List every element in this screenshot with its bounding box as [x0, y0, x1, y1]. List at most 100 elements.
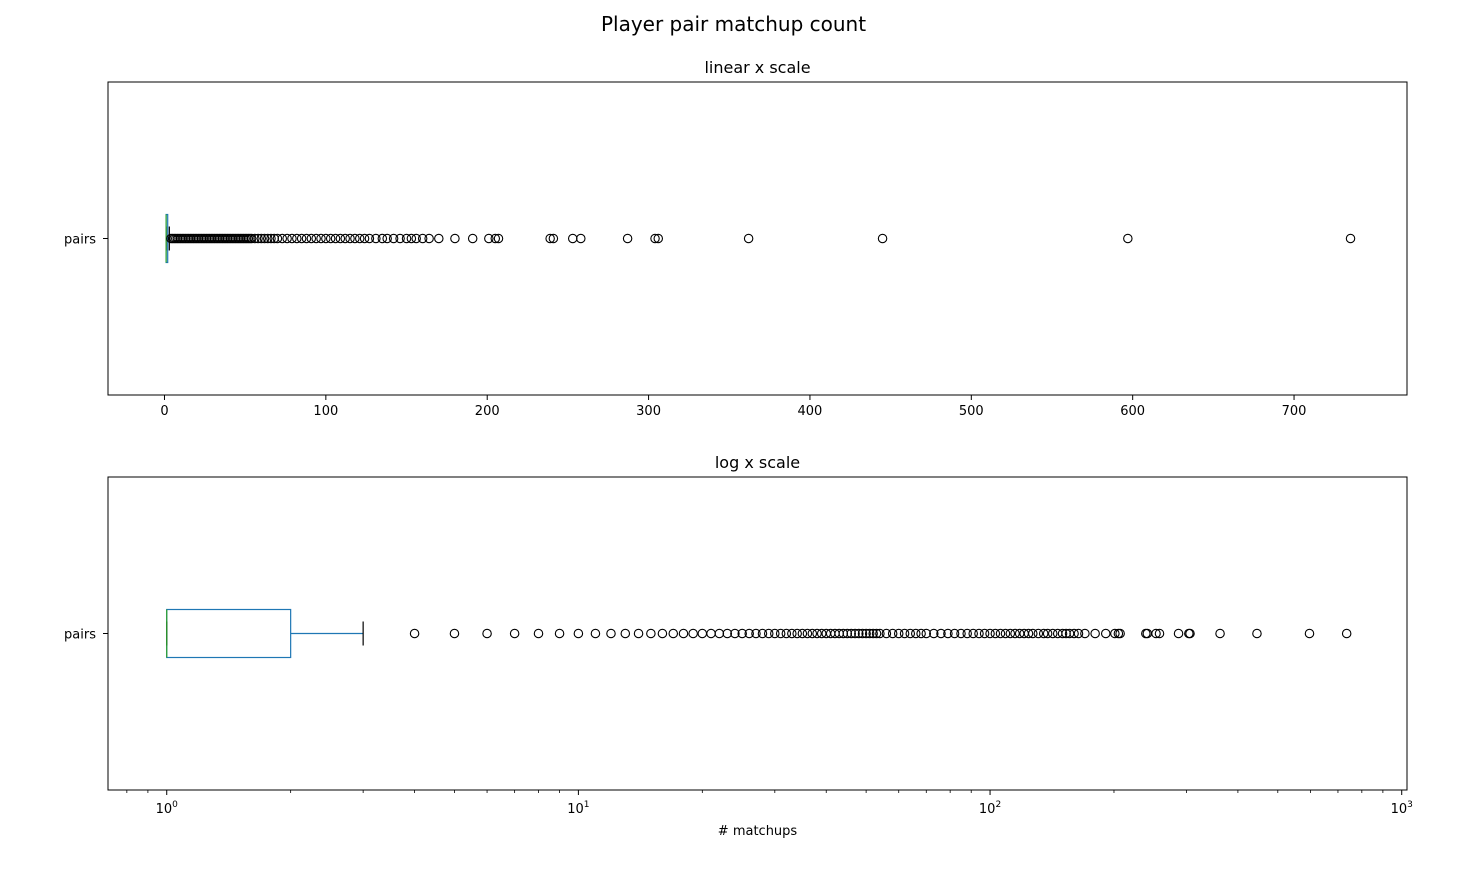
outlier-point [1154, 628, 1165, 639]
outlier-point [962, 628, 972, 639]
outlier-point [911, 628, 921, 639]
outlier-point [1151, 628, 1161, 639]
outlier-point [1341, 628, 1352, 639]
outlier-point [388, 233, 399, 244]
outlier-point [311, 233, 321, 244]
outlier-point [1090, 628, 1100, 639]
outlier-point [1115, 628, 1125, 639]
outlier-point [807, 628, 818, 639]
outlier-point [744, 628, 754, 639]
outlier-point [256, 233, 267, 244]
outlier-point [974, 628, 984, 639]
outlier-point [409, 628, 420, 639]
outlier-point [792, 628, 802, 639]
outlier-point [424, 233, 434, 244]
outlier-point [875, 628, 885, 639]
axes-frame [107, 81, 1408, 396]
outlier-point [533, 628, 544, 639]
outlier-point [697, 628, 708, 639]
outlier-point [1023, 628, 1034, 639]
outlier-point [668, 628, 679, 639]
outlier-point [850, 628, 860, 639]
outlier-point [287, 233, 297, 244]
outlier-point [434, 233, 444, 244]
y-category-label: pairs [64, 233, 96, 248]
outlier-point [573, 628, 584, 639]
outlier-point [350, 233, 360, 244]
outlier-point [482, 628, 492, 639]
outlier-point [1100, 628, 1111, 639]
outlier-point [545, 233, 555, 244]
outlier-point [330, 233, 341, 244]
outlier-point [781, 628, 792, 639]
outlier-point [990, 628, 1001, 639]
outlier-point [905, 628, 916, 639]
outlier-point [871, 628, 882, 639]
x-tick-label: 102 [979, 800, 1001, 817]
outlier-point [1010, 628, 1020, 639]
outlier-point [706, 628, 716, 639]
outlier-point [590, 628, 601, 639]
outlier-point [377, 233, 388, 244]
outlier-point [929, 628, 939, 639]
outlier-point [509, 628, 520, 639]
outlier-point [340, 233, 350, 244]
outlier-point [345, 233, 355, 244]
outlier-point [282, 233, 292, 244]
outlier-point [1042, 628, 1053, 639]
outlier-point [868, 628, 878, 639]
outlier-point [737, 628, 747, 639]
outlier-point [1173, 628, 1184, 639]
outlier-point [846, 628, 856, 639]
outlier-point [751, 628, 761, 639]
outlier-point [657, 628, 668, 639]
outlier-point [956, 628, 966, 639]
outlier-point [968, 628, 978, 639]
x-axis-label: # matchups [718, 824, 798, 839]
figure-title: Player pair matchup count [600, 12, 867, 36]
log-x-axes: 100 101 102 103 pairs # matchups [64, 476, 1413, 839]
outlier-point [797, 628, 808, 639]
outlier-point [1069, 628, 1079, 639]
outlier-point [1047, 628, 1058, 639]
outlier-point [1080, 628, 1090, 639]
outlier-point [406, 233, 417, 244]
outlier-point [857, 628, 868, 639]
outlier-point [493, 233, 504, 244]
outlier-point [864, 628, 875, 639]
outlier-point [893, 628, 904, 639]
outlier-point [417, 233, 428, 244]
x-tick-label: 100 [313, 404, 338, 419]
outlier-point [354, 233, 365, 244]
outlier-point [554, 628, 565, 639]
outlier-point [321, 233, 331, 244]
outlier-point [548, 233, 559, 244]
outlier-point [1252, 628, 1262, 639]
outlier-point [633, 628, 644, 639]
outlier-point [722, 628, 733, 639]
outlier-point [775, 628, 786, 639]
outlier-point [263, 233, 273, 244]
outlier-point [620, 628, 631, 639]
outlier-point [1123, 233, 1133, 244]
y-category-label: pairs [64, 628, 96, 643]
outlier-point [576, 233, 586, 244]
x-tick-label: 500 [959, 404, 984, 419]
outlier-point [995, 628, 1006, 639]
log-subplot-title: log x scale [714, 453, 801, 472]
outlier-point [277, 233, 288, 244]
outlier-point [877, 233, 888, 244]
outlier-point [335, 233, 346, 244]
outlier-point [646, 628, 656, 639]
outlier-point [567, 233, 578, 244]
outlier-point [371, 233, 381, 244]
outlier-point [1304, 628, 1315, 639]
outlier-point [411, 233, 421, 244]
outlier-point [382, 233, 392, 244]
outlier-point [401, 233, 412, 244]
x-tick-label: 600 [1120, 404, 1145, 419]
outlier-point [743, 233, 754, 244]
outlier-point [450, 233, 460, 244]
outlier-point [678, 628, 689, 639]
outlier-point [763, 628, 774, 639]
